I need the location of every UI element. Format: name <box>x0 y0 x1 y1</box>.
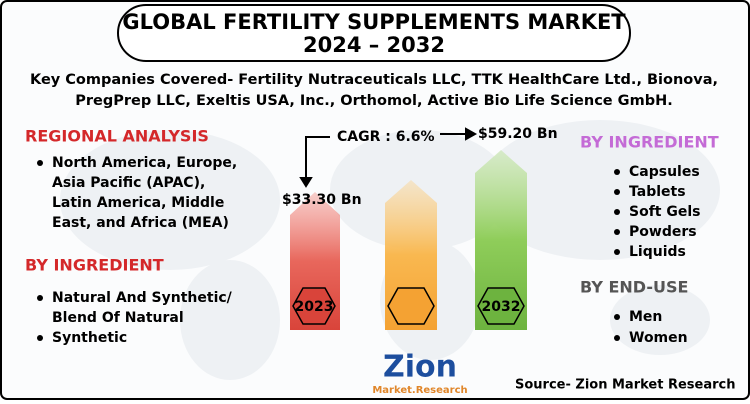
list-item: Women <box>629 330 688 346</box>
logo: Zion <box>383 350 457 385</box>
section-title: BY INGREDIENT <box>25 256 164 275</box>
year-badge <box>292 287 336 325</box>
bullet <box>614 314 620 320</box>
cagr: CAGR : 6.6% <box>337 129 435 145</box>
section-title: BY INGREDIENT <box>580 133 719 152</box>
world-map <box>60 120 720 380</box>
key-companies: PregPrep LLC, Exeltis USA, Inc., Orthomo… <box>75 93 672 109</box>
bullet <box>614 229 620 235</box>
list-item: Powders <box>629 224 697 240</box>
list-item: Blend Of Natural <box>52 310 184 326</box>
title-pill <box>117 4 631 62</box>
list-item: Latin America, Middle <box>52 195 224 211</box>
title: GLOBAL FERTILITY SUPPLEMENTS MARKET <box>122 10 626 34</box>
end-value: $59.20 Bn <box>478 126 558 142</box>
arrows <box>299 127 478 188</box>
bullet <box>614 169 620 175</box>
bullet <box>37 160 43 166</box>
start-value: $33.30 Bn <box>282 192 362 208</box>
year-badge <box>387 287 435 325</box>
list-item: East, and Africa (MEA) <box>52 215 229 231</box>
section-title: BY END-USE <box>580 278 688 297</box>
bullet <box>614 249 620 255</box>
year: 2023 <box>295 299 334 315</box>
list-item: Synthetic <box>52 330 127 346</box>
section-title: REGIONAL ANALYSIS <box>25 127 209 146</box>
title: 2024 – 2032 <box>303 33 445 57</box>
list-item: Capsules <box>629 164 700 180</box>
bullet <box>37 295 43 301</box>
year: 2032 <box>482 299 521 315</box>
bullet <box>37 335 43 341</box>
source: Source- Zion Market Research <box>515 378 736 393</box>
bullet <box>614 335 620 341</box>
list-item: Soft Gels <box>629 204 700 220</box>
bullet <box>614 189 620 195</box>
list-item: Tablets <box>629 184 686 200</box>
bullet <box>614 209 620 215</box>
list-item: North America, Europe, <box>52 155 237 171</box>
list-item: Asia Pacific (APAC), <box>52 175 205 191</box>
logo-tagline: Market.Research <box>372 385 467 396</box>
list-item: Liquids <box>629 244 686 260</box>
lists: North America, Europe, Asia Pacific (APAC… <box>37 155 700 346</box>
list-item: Natural And Synthetic/ <box>52 290 233 306</box>
key-companies: Key Companies Covered- Fertility Nutrace… <box>30 72 718 88</box>
year-badge <box>477 287 525 325</box>
pillar <box>475 150 527 330</box>
list-item: Men <box>629 309 662 325</box>
